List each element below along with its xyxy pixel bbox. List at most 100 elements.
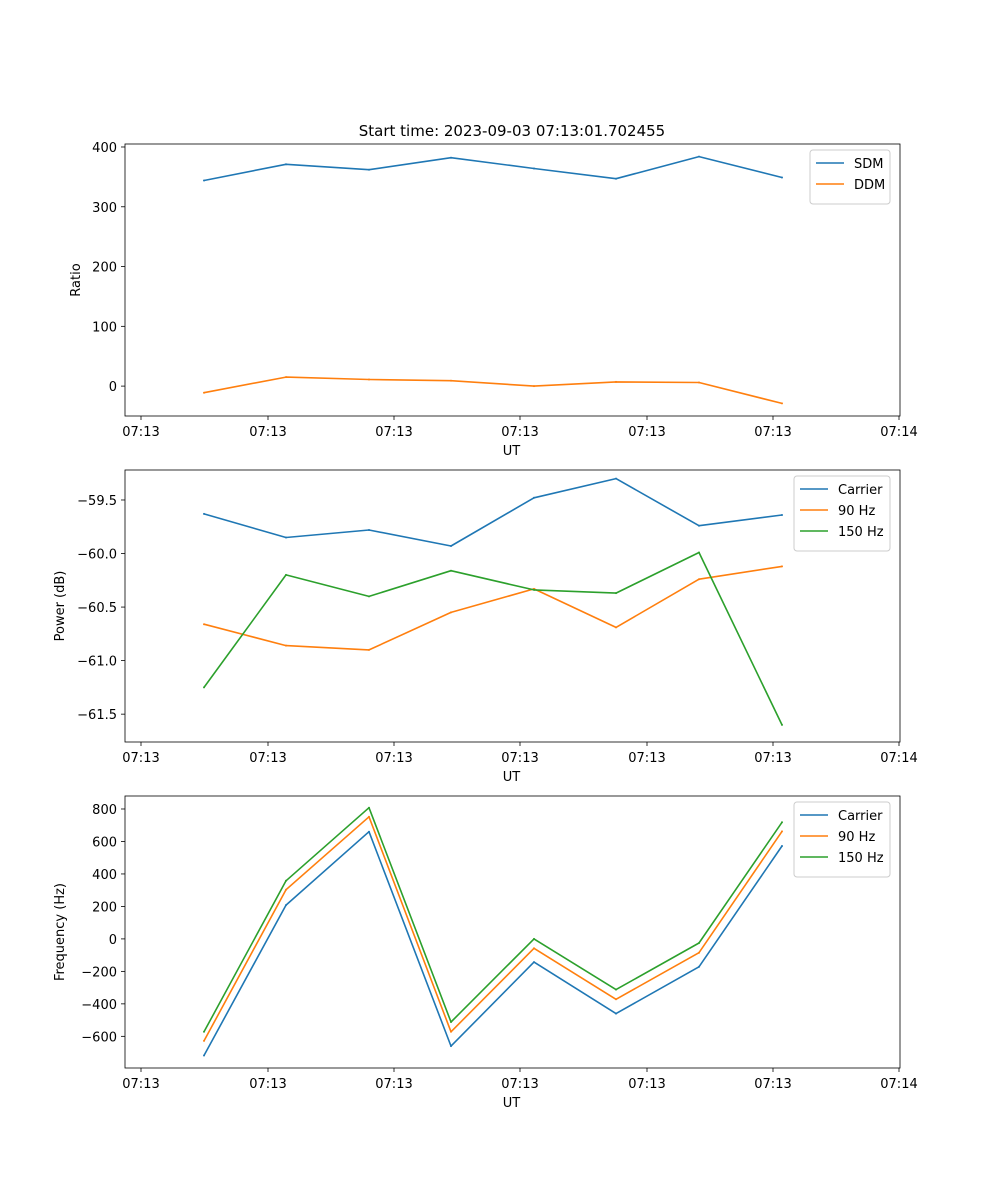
data-point — [203, 623, 205, 626]
series-line-ddm — [203, 376, 783, 405]
data-point — [368, 168, 370, 171]
y-tick-label: −60.5 — [77, 601, 117, 616]
data-point — [450, 545, 452, 547]
data-point — [203, 686, 205, 689]
data-point — [450, 156, 452, 159]
data-point — [285, 888, 287, 891]
data-point — [698, 942, 700, 944]
data-point — [615, 477, 617, 480]
chart-1: 07:13 07:13 07:13 07:13 07:13 07:13 07:14 UT 0 10… — [69, 141, 918, 459]
x-tick-label: 07:13 — [122, 1077, 159, 1092]
data-point — [533, 947, 535, 950]
data-point — [615, 626, 617, 629]
data-point — [368, 648, 370, 651]
y-tick-label: −400 — [81, 998, 117, 1013]
data-point — [698, 524, 700, 527]
axes-frame — [124, 795, 901, 1069]
data-point — [285, 879, 287, 882]
series-line-sdm — [203, 155, 783, 182]
data-point — [203, 512, 205, 515]
y-tick-label: 200 — [92, 900, 117, 915]
data-point — [533, 961, 535, 964]
axes-frame — [124, 143, 901, 417]
y-tick-label: 300 — [92, 201, 117, 216]
data-point — [698, 381, 700, 384]
data-point — [615, 380, 617, 383]
data-point — [450, 1045, 452, 1048]
x-tick-label: 07:14 — [880, 1077, 917, 1092]
data-point — [533, 385, 535, 388]
data-point — [368, 595, 370, 598]
data-point — [781, 565, 783, 568]
x-axis-label: UT — [503, 1096, 521, 1111]
x-tick-label: 07:13 — [628, 751, 665, 766]
data-point — [368, 529, 370, 531]
x-tick-label: 07:13 — [249, 751, 286, 766]
x-tick-label: 07:13 — [249, 1077, 286, 1092]
data-point — [781, 402, 783, 405]
data-point — [285, 573, 287, 576]
x-tick-label: 07:13 — [122, 425, 159, 440]
y-tick-label: −600 — [81, 1030, 117, 1045]
data-point — [450, 611, 452, 614]
x-tick-label: 07:13 — [754, 1077, 791, 1092]
series-line-carrier — [203, 477, 783, 547]
chart-3: 07:13 07:13 07:13 07:13 07:13 07:13 07:14 UT −60… — [53, 795, 918, 1111]
x-tick-label: 07:13 — [501, 425, 538, 440]
figure-title: Start time: 2023-09-03 07:13:01.702455 — [359, 122, 665, 140]
data-point — [203, 1054, 205, 1057]
legend-label: 90 Hz — [838, 830, 875, 845]
data-point — [285, 644, 287, 647]
y-axis-label: Frequency (Hz) — [53, 883, 68, 981]
x-tick-label: 07:13 — [754, 425, 791, 440]
legend-label: DDM — [854, 178, 885, 193]
data-point — [615, 988, 617, 991]
x-tick-label: 07:14 — [880, 425, 917, 440]
legend-label: Carrier — [838, 809, 883, 824]
y-axis-label: Ratio — [69, 263, 84, 296]
data-point — [203, 179, 205, 182]
x-tick-label: 07:13 — [754, 751, 791, 766]
series-line-150-hz — [203, 806, 783, 1033]
data-point — [285, 904, 287, 907]
y-tick-label: −200 — [81, 965, 117, 980]
data-point — [368, 806, 370, 809]
legend-label: Carrier — [838, 483, 883, 498]
data-point — [615, 1012, 617, 1015]
series-line-carrier — [203, 830, 783, 1056]
series-line-90-hz — [203, 565, 783, 651]
y-tick-label: 100 — [92, 320, 117, 335]
legend-label: SDM — [854, 157, 883, 172]
data-point — [781, 830, 783, 833]
legend-box — [793, 475, 891, 552]
data-point — [203, 1030, 205, 1033]
x-tick-label: 07:13 — [375, 751, 412, 766]
data-point — [781, 845, 783, 847]
data-point — [533, 588, 535, 591]
data-point — [781, 723, 783, 726]
x-tick-label: 07:13 — [628, 1077, 665, 1092]
data-point — [698, 578, 700, 581]
data-point — [533, 496, 535, 499]
data-point — [533, 937, 535, 940]
chart-2: 07:13 07:13 07:13 07:13 07:13 07:13 07:14 UT −61… — [53, 469, 918, 785]
data-point — [698, 551, 700, 554]
data-point — [615, 998, 617, 1001]
data-point — [368, 378, 370, 381]
data-point — [368, 815, 370, 818]
y-tick-label: −61.5 — [77, 708, 117, 723]
axes-frame — [124, 469, 901, 743]
data-point — [368, 830, 370, 833]
data-point — [450, 569, 452, 572]
y-tick-label: 0 — [109, 380, 117, 395]
y-tick-label: −60.0 — [77, 548, 117, 563]
data-point — [203, 1039, 205, 1042]
legend-label: 150 Hz — [838, 851, 884, 866]
y-tick-label: 200 — [92, 261, 117, 276]
data-point — [698, 951, 700, 954]
data-point — [698, 155, 700, 158]
data-point — [450, 1030, 452, 1033]
x-tick-label: 07:13 — [501, 1077, 538, 1092]
y-tick-label: 400 — [92, 141, 117, 156]
